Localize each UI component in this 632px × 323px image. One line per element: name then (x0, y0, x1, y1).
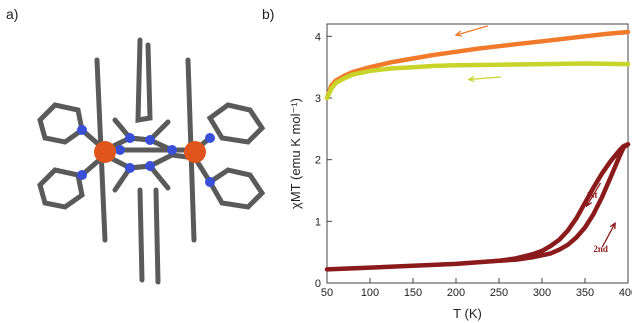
nitrogen-atom (77, 125, 87, 135)
cooling-arrow-lime (468, 76, 501, 81)
ring-lower-right (206, 167, 266, 210)
nitrogen-atom (77, 170, 87, 180)
panel-b-label: b) (262, 6, 275, 22)
heating-arrow-1st-head (585, 199, 593, 208)
x-tick-label: 400 (619, 287, 632, 299)
x-tick-label: 150 (404, 287, 422, 299)
nitrogen-atoms (77, 125, 215, 187)
iron-atom-left (94, 141, 116, 163)
axial-stick-top (135, 37, 153, 123)
series-line-lime (324, 61, 631, 101)
y-tick-label: 0 (315, 278, 321, 290)
x-tick-label: 300 (533, 287, 551, 299)
molecular-structure (37, 37, 266, 285)
x-tick-label: 200 (447, 287, 465, 299)
heating-arrow-2nd (601, 222, 616, 248)
plot-frame (326, 23, 629, 284)
ring-upper-right (206, 102, 266, 145)
panel-a-label: a) (6, 6, 19, 22)
x-tick-label: 250 (490, 287, 508, 299)
nitrogen-atom (145, 135, 155, 145)
y-tick-label: 1 (315, 216, 321, 228)
iron-atoms (94, 141, 206, 163)
ring-lower-left (37, 167, 85, 210)
heating-arrow-2nd-head (609, 221, 616, 230)
cooling-arrow-lime-head (467, 75, 475, 83)
nitrogen-atom (145, 161, 155, 171)
y-tick-label: 3 (315, 93, 321, 105)
nitrogen-atom (115, 145, 125, 155)
chart-arrows: 1st 2nd (454, 25, 616, 254)
axial-stick-bottom (137, 187, 161, 285)
annotation-1st: 1st (586, 190, 597, 200)
y-axis-title: χMT (emu K mol⁻¹) (288, 98, 303, 209)
nitrogen-atom (205, 133, 215, 143)
chart-axes: 50 100 150 200 250 300 350 400 0 1 2 3 4 (315, 23, 632, 299)
nitrogen-atom (167, 145, 177, 155)
y-tick-label: 4 (315, 31, 321, 43)
chart-series (324, 29, 631, 272)
heating-arrow-1st (586, 182, 602, 207)
nitrogen-atom (125, 133, 135, 143)
cooling-arrow-orange (455, 25, 489, 36)
iron-atom-right (184, 141, 206, 163)
nitrogen-atom (205, 177, 215, 187)
x-axis-title: T (K) (453, 306, 482, 321)
annotation-2nd: 2nd (593, 244, 608, 254)
x-tick-label: 350 (576, 287, 594, 299)
x-tick-label: 100 (361, 287, 379, 299)
y-tick-label: 2 (315, 155, 321, 167)
nitrogen-atom (125, 163, 135, 173)
x-tick-label: 50 (321, 287, 333, 299)
cooling-arrow-orange-head (454, 30, 463, 37)
series-line-darkred (324, 142, 631, 272)
series-line-darkred (496, 142, 631, 264)
